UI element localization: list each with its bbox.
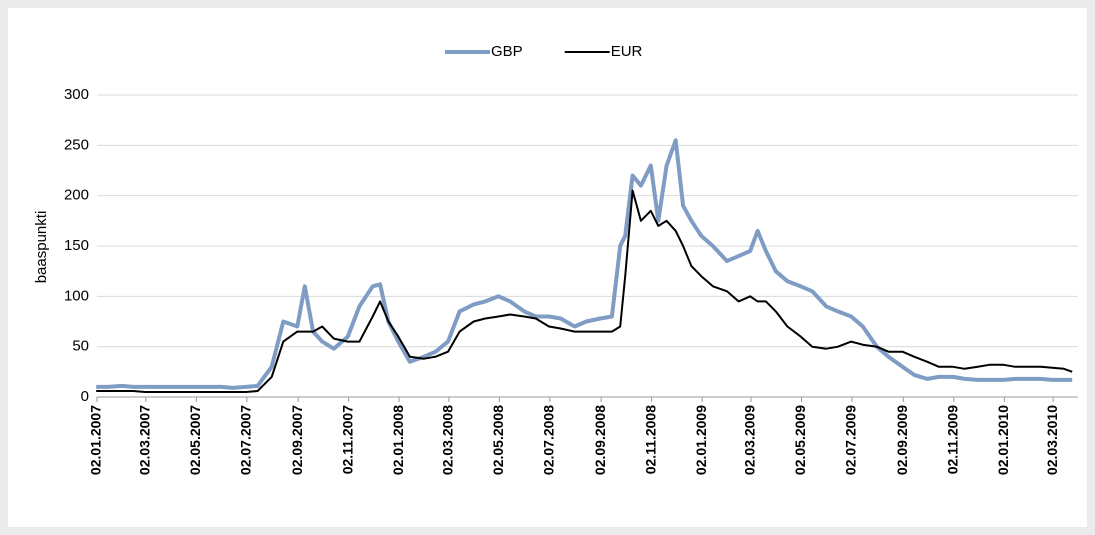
x-tick-label: 02.03.2008	[440, 405, 456, 475]
x-tick-label: 02.03.2007	[137, 405, 153, 475]
y-tick-label: 250	[64, 136, 89, 153]
x-tick-label: 02.09.2007	[289, 405, 305, 475]
y-tick-label: 50	[72, 338, 89, 355]
x-tick-label: 02.07.2009	[843, 405, 859, 475]
y-tick-label: 200	[64, 187, 89, 204]
x-tick-label: 02.07.2008	[541, 405, 557, 475]
x-tick-label: 02.09.2008	[592, 405, 608, 475]
y-tick-label: 100	[64, 287, 89, 304]
x-tick-label: 02.03.2010	[1044, 405, 1060, 475]
x-tick-label: 02.05.2008	[490, 405, 506, 475]
y-tick-label: 0	[81, 388, 89, 405]
x-tick-label: 02.03.2009	[742, 405, 758, 475]
x-tick-label: 02.11.2009	[945, 405, 961, 475]
x-tick-label: 02.01.2009	[693, 405, 709, 475]
x-tick-label: 02.01.2010	[995, 405, 1011, 475]
legend-label: EUR	[611, 43, 643, 60]
series-line	[96, 189, 1073, 393]
series-line	[96, 138, 1073, 390]
y-tick-label: 300	[64, 86, 89, 103]
x-tick-label: 02.05.2009	[792, 405, 808, 475]
y-tick-label: 150	[64, 237, 89, 254]
x-tick-label: 02.05.2007	[187, 405, 203, 475]
x-tick-label: 02.01.2008	[390, 405, 406, 475]
legend-label: GBP	[491, 43, 523, 60]
x-tick-label: 02.01.2007	[88, 405, 104, 475]
y-axis-label: baaspunkti	[33, 211, 50, 284]
x-tick-label: 02.11.2007	[339, 405, 355, 475]
x-tick-label: 02.09.2009	[894, 405, 910, 475]
x-tick-label: 02.07.2007	[238, 405, 254, 475]
x-tick-label: 02.11.2008	[642, 405, 658, 475]
